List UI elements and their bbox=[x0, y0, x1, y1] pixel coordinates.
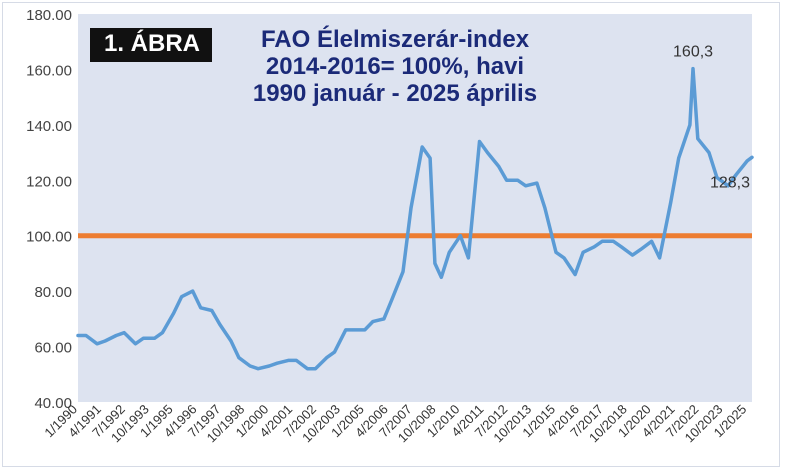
data-point bbox=[122, 331, 126, 335]
data-point bbox=[382, 317, 386, 321]
value-annotation: 128,3 bbox=[710, 174, 750, 191]
data-point bbox=[745, 159, 749, 163]
data-point bbox=[600, 239, 604, 243]
data-point bbox=[726, 184, 730, 188]
data-point bbox=[688, 123, 692, 127]
data-point bbox=[409, 206, 413, 210]
data-point bbox=[103, 339, 107, 343]
title-line-1: FAO Élelmiszerár-index bbox=[260, 26, 530, 53]
data-point bbox=[172, 312, 175, 315]
data-point bbox=[294, 359, 298, 362]
y-tick-label: 60.00 bbox=[34, 340, 72, 357]
data-point bbox=[433, 262, 437, 265]
data-point bbox=[734, 173, 738, 177]
title-line-3: 1990 január - 2025 április bbox=[252, 80, 538, 107]
y-tick-label: 100.00 bbox=[26, 229, 72, 246]
data-point bbox=[134, 342, 137, 346]
data-point bbox=[592, 245, 596, 249]
y-tick-label: 180.00 bbox=[26, 7, 72, 24]
data-point bbox=[237, 356, 241, 359]
data-point bbox=[696, 137, 700, 141]
data-point bbox=[76, 334, 80, 337]
data-point bbox=[535, 181, 539, 185]
data-point bbox=[707, 151, 711, 154]
value-annotation: 160,3 bbox=[673, 44, 713, 61]
data-point bbox=[543, 206, 547, 210]
data-point bbox=[371, 320, 375, 323]
series-line bbox=[76, 66, 754, 371]
data-point bbox=[325, 356, 328, 359]
data-point bbox=[161, 331, 164, 335]
y-tick-label: 160.00 bbox=[26, 62, 72, 79]
data-point bbox=[199, 306, 202, 310]
y-tick-label: 140.00 bbox=[26, 118, 72, 135]
data-point bbox=[516, 178, 520, 182]
data-point bbox=[554, 251, 558, 254]
data-point bbox=[428, 156, 432, 160]
data-point bbox=[142, 336, 145, 340]
data-point bbox=[95, 342, 99, 346]
data-point bbox=[620, 245, 623, 249]
y-tick-label: 40.00 bbox=[34, 395, 72, 412]
y-tick-label: 80.00 bbox=[34, 284, 72, 301]
data-point bbox=[401, 270, 405, 274]
chart-title: FAO Élelmiszerár-index 2014-2016= 100%, … bbox=[212, 26, 578, 107]
data-point bbox=[612, 239, 615, 243]
data-point bbox=[658, 256, 661, 260]
data-point bbox=[352, 328, 355, 332]
data-point bbox=[191, 289, 195, 293]
data-point bbox=[691, 67, 695, 70]
data-point bbox=[467, 256, 470, 260]
data-point bbox=[256, 367, 260, 371]
data-point bbox=[750, 155, 754, 159]
data-point bbox=[581, 251, 585, 254]
data-point bbox=[631, 253, 634, 257]
data-point bbox=[669, 201, 673, 204]
y-tick-label: 120.00 bbox=[26, 173, 72, 190]
data-point bbox=[447, 251, 451, 254]
data-point bbox=[524, 184, 528, 188]
data-point bbox=[314, 367, 317, 371]
data-point bbox=[229, 339, 233, 343]
data-point bbox=[650, 239, 653, 243]
data-point bbox=[180, 295, 183, 298]
chart-frame bbox=[2, 2, 780, 467]
data-point bbox=[84, 334, 88, 337]
data-point bbox=[505, 178, 508, 182]
data-point bbox=[677, 156, 681, 160]
data-point bbox=[478, 140, 481, 143]
data-point bbox=[333, 350, 336, 354]
data-point bbox=[153, 336, 156, 340]
data-point bbox=[573, 273, 577, 276]
data-point bbox=[344, 328, 347, 332]
data-point bbox=[439, 275, 443, 279]
data-point bbox=[218, 323, 222, 326]
data-point bbox=[114, 334, 118, 337]
data-point bbox=[287, 359, 290, 362]
data-point bbox=[420, 145, 424, 149]
data-point bbox=[639, 248, 642, 251]
data-point bbox=[562, 256, 566, 260]
data-point bbox=[306, 367, 309, 371]
data-point bbox=[363, 328, 367, 332]
data-point bbox=[486, 151, 489, 154]
plot-area bbox=[78, 14, 752, 402]
title-line-2: 2014-2016= 100%, havi bbox=[265, 53, 525, 80]
data-point bbox=[248, 364, 252, 368]
figure-label: 1. ÁBRA bbox=[90, 28, 213, 62]
data-point bbox=[715, 176, 719, 179]
data-point bbox=[497, 165, 500, 168]
data-point bbox=[459, 234, 462, 238]
data-point bbox=[275, 361, 279, 365]
data-point bbox=[267, 364, 271, 368]
data-point bbox=[210, 309, 214, 312]
data-point bbox=[390, 298, 394, 301]
